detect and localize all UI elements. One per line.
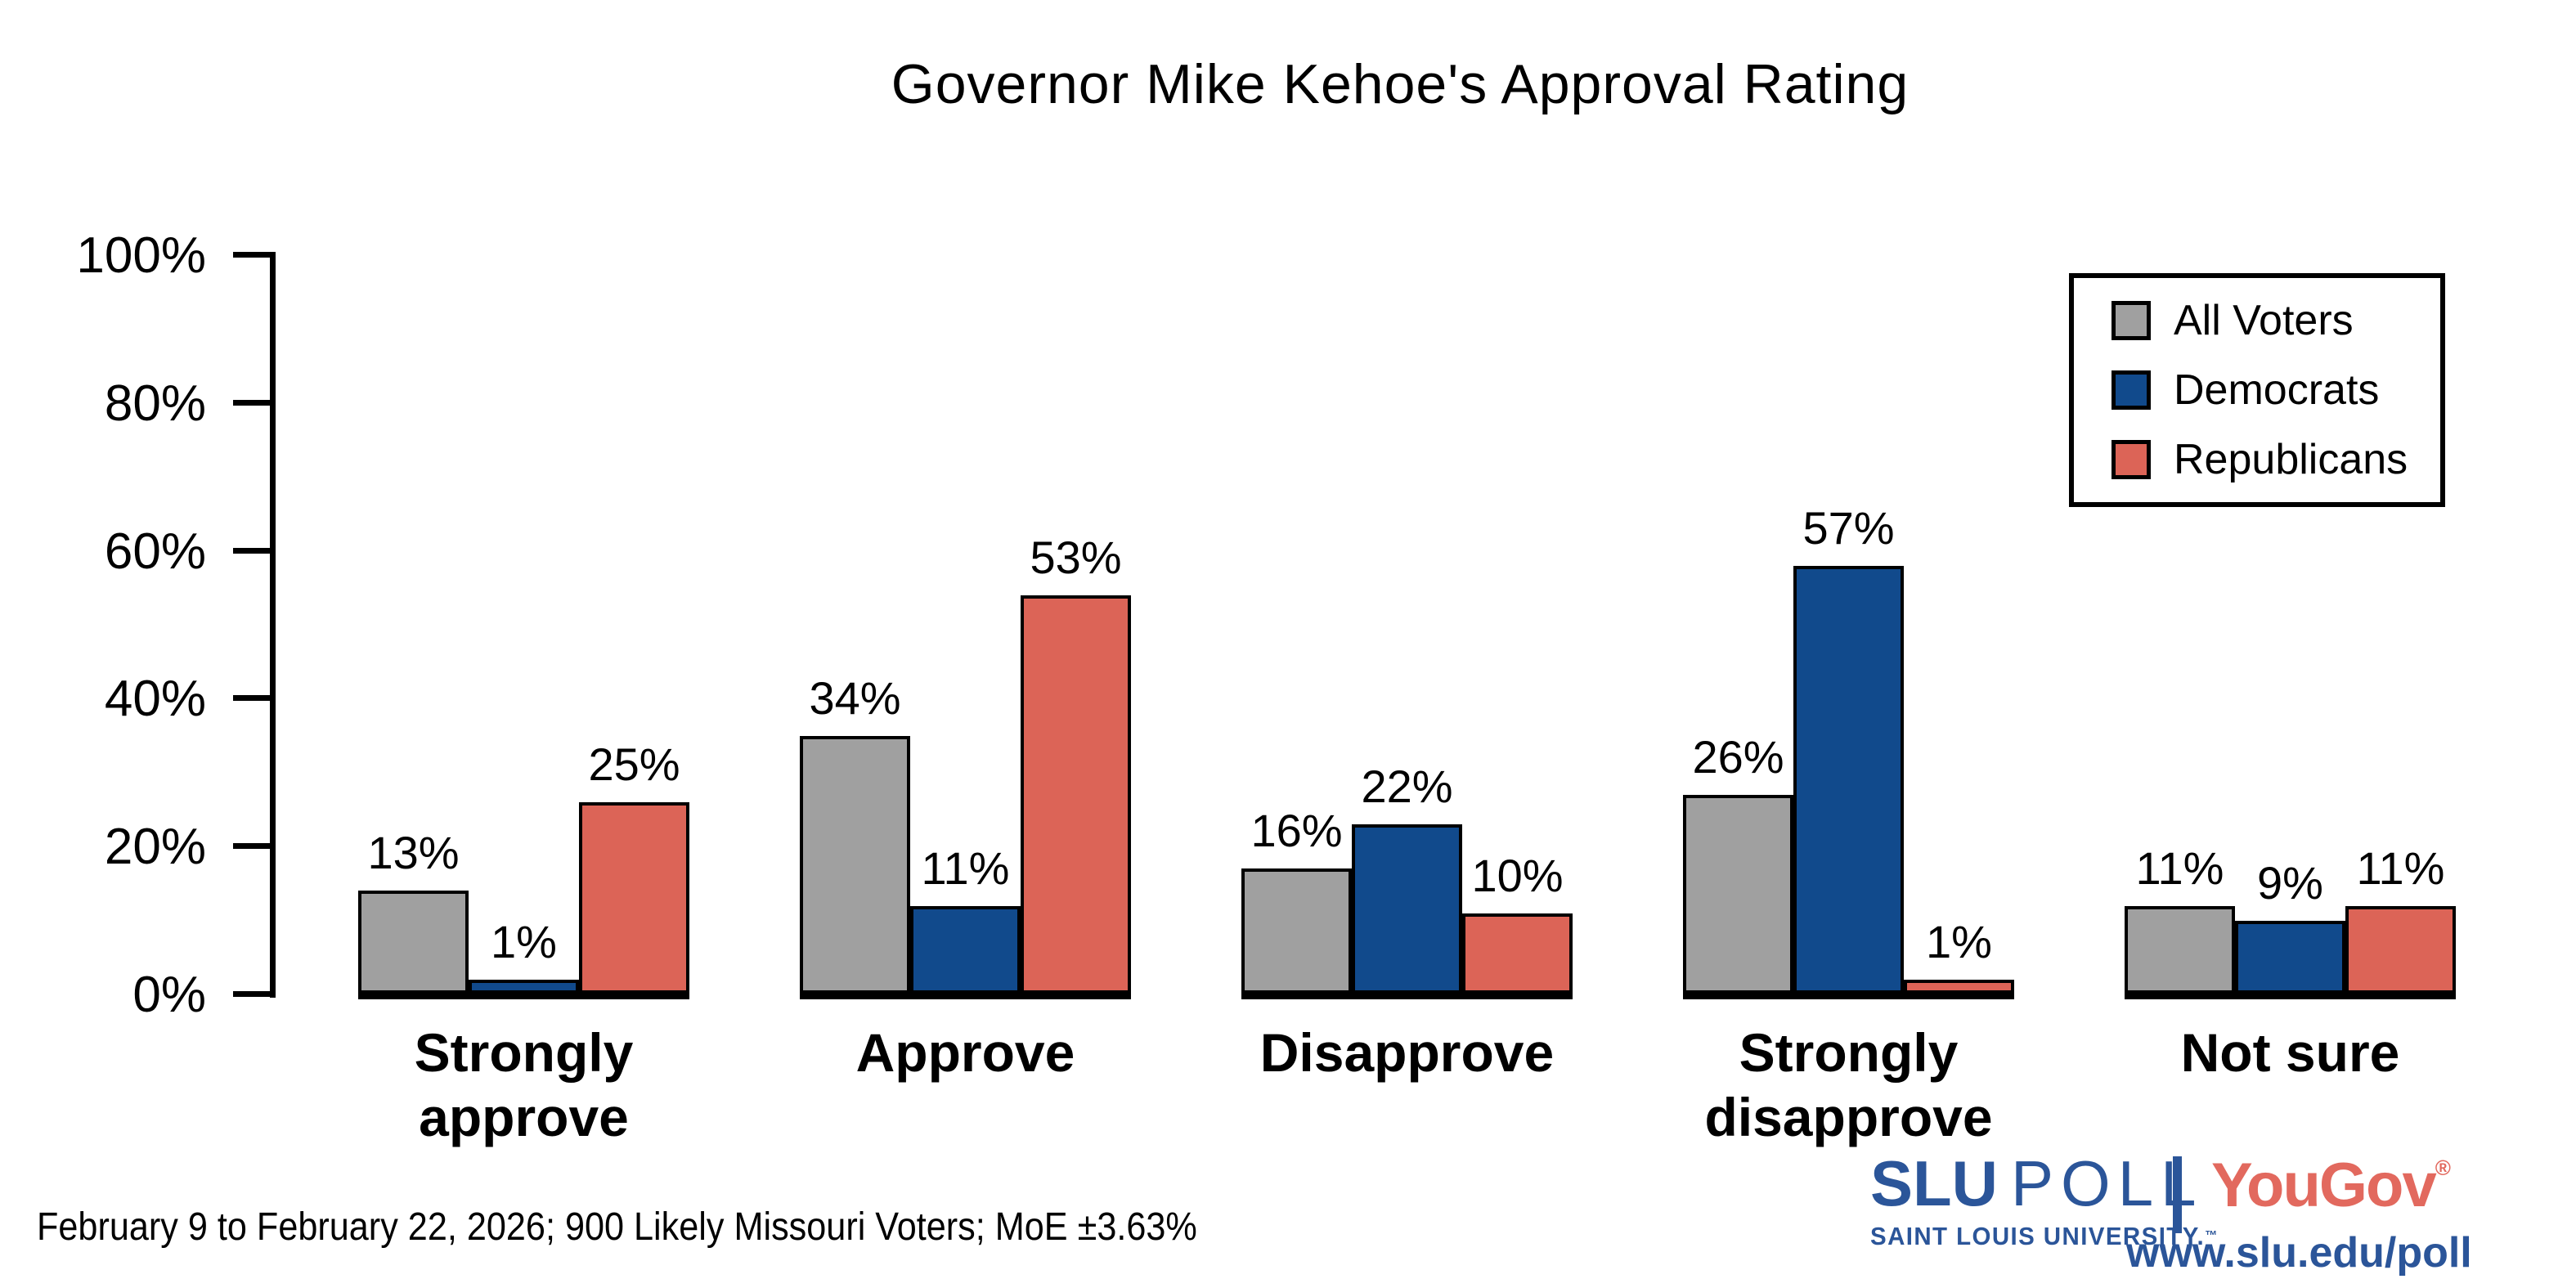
bar-republicans [1021, 595, 1131, 994]
y-tick-label: 80% [104, 375, 206, 432]
bar-group: 11% 9% 11% [2125, 249, 2456, 999]
footer-note: February 9 to February 22, 2026; 900 Lik… [37, 1205, 1197, 1249]
bar-value-label: 53% [1030, 531, 1122, 583]
plot-area: 13% 1% 25% 34% 11% 53% 16% 22% 10% 26% 57% 1% 11% 9% 1… [358, 254, 2460, 999]
bar-value-label: 13% [367, 827, 460, 879]
bar-all-voters [358, 891, 469, 994]
legend-label: Republicans [2174, 436, 2408, 483]
bar-value-label: 1% [491, 915, 557, 967]
bar-value-label: 11% [921, 841, 1010, 894]
slu-poll-logo: SLU POLL SAINT LOUIS UNIVERSITY.™ [1870, 1151, 2237, 1249]
y-tick-label: 100% [76, 227, 206, 284]
legend-swatch [2112, 370, 2151, 410]
bar-all-voters [800, 735, 910, 994]
bar-democrats [2235, 920, 2345, 994]
slu-university-subtext: SAINT LOUIS UNIVERSITY.™ [1870, 1222, 2219, 1250]
category-label: Strongly approve [414, 1022, 634, 1148]
legend-box: All Voters Democrats Republicans [2069, 273, 2445, 507]
bar-value-label: 25% [588, 738, 680, 790]
category-label: Strongly disapprove [1704, 1022, 1993, 1148]
bar-all-voters [1683, 794, 1793, 994]
bar-value-label: 57% [1802, 501, 1895, 554]
bar-all-voters [2125, 905, 2235, 994]
bar-republicans [1904, 979, 2014, 994]
y-tick-label: 0% [132, 967, 206, 1023]
bar-democrats [1352, 824, 1462, 994]
legend-swatch [2112, 301, 2151, 340]
bar-republicans [1462, 913, 1573, 994]
poll-wordmark: POLL [2011, 1147, 2204, 1219]
slu-wordmark-bold: SLU [1870, 1147, 1998, 1219]
bar-democrats [1793, 565, 1904, 994]
category-label: Disapprove [1259, 1022, 1555, 1083]
chart-title: Governor Mike Kehoe's Approval Rating [891, 53, 1910, 115]
yougov-logo: YouGov® [2211, 1151, 2451, 1220]
legend-entry-all-voters: All Voters [2112, 296, 2440, 345]
y-tick-label: 40% [104, 671, 206, 728]
bar-value-label: 34% [809, 671, 901, 724]
bar-all-voters [1241, 868, 1352, 994]
bar-republicans [2345, 905, 2456, 994]
legend-swatch [2112, 440, 2151, 479]
bar-value-label: 26% [1692, 730, 1784, 783]
legend-entry-republicans: Republicans [2112, 435, 2440, 484]
legend-entry-democrats: Democrats [2112, 366, 2440, 415]
bar-value-label: 11% [2135, 841, 2224, 894]
y-axis-line [270, 252, 276, 998]
y-tick-mark [233, 399, 276, 406]
bar-value-label: 1% [1926, 915, 1992, 967]
bar-value-label: 22% [1361, 761, 1453, 813]
y-tick-label: 60% [104, 523, 206, 580]
legend-label: Democrats [2174, 366, 2380, 414]
y-tick-label: 20% [104, 819, 206, 876]
brand-divider-bar [2173, 1156, 2182, 1233]
bar-group: 26% 57% 1% [1683, 249, 2014, 999]
bar-democrats [910, 905, 1021, 994]
slu-poll-wordmark: SLU POLL [1870, 1151, 2237, 1215]
bar-value-label: 10% [1471, 849, 1564, 901]
bar-group: 34% 11% 53% [800, 249, 1131, 999]
category-label: Not sure [2180, 1022, 2400, 1083]
bar-value-label: 11% [2356, 841, 2445, 894]
bar-group: 13% 1% 25% [358, 249, 689, 999]
trademark-symbol: ™ [2205, 1229, 2219, 1243]
site-url: www.slu.edu/poll [2126, 1229, 2472, 1277]
bar-republicans [579, 802, 689, 994]
y-tick-mark [233, 547, 276, 554]
y-tick-mark [233, 252, 276, 258]
category-label: Approve [855, 1022, 1075, 1083]
bar-value-label: 16% [1250, 805, 1343, 857]
bar-democrats [469, 979, 579, 994]
legend-label: All Voters [2174, 297, 2354, 344]
y-tick-mark [233, 991, 276, 997]
y-tick-mark [233, 695, 276, 702]
registered-symbol: ® [2435, 1156, 2451, 1180]
y-tick-mark [233, 843, 276, 850]
bar-value-label: 9% [2257, 856, 2323, 909]
bar-group: 16% 22% 10% [1241, 249, 1573, 999]
